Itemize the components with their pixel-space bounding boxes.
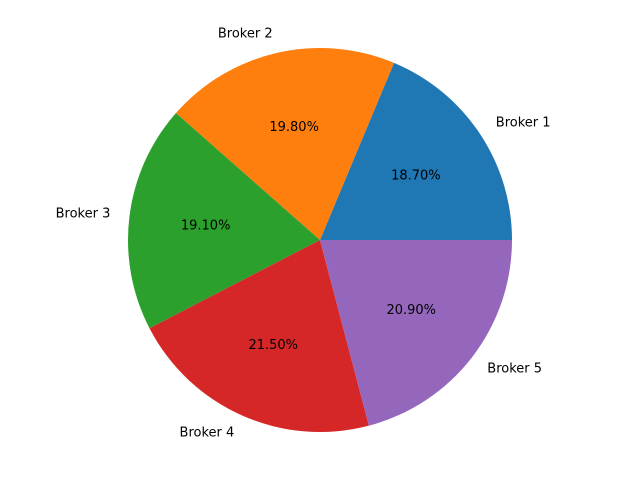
pie-category-label-broker-1: Broker 1 (496, 115, 551, 130)
pie-pct-label-broker-1: 18.70% (391, 169, 441, 184)
pie-slice-broker-5 (320, 240, 512, 426)
pie-category-label-broker-3: Broker 3 (56, 207, 111, 222)
pie-labels: 18.70% Broker 1 19.80% Broker 2 19.10% Broker… (56, 27, 551, 441)
pie-slice-broker-2 (175, 47, 395, 240)
pie-pct-label-broker-4: 21.50% (248, 338, 298, 353)
pie-category-label-broker-5: Broker 5 (487, 361, 542, 376)
pie-pct-label-broker-5: 20.90% (386, 303, 436, 318)
pie-category-label-broker-4: Broker 4 (180, 426, 235, 441)
pie-slice-broker-3 (127, 113, 320, 329)
pie-slices (127, 47, 512, 432)
pie-category-label-broker-2: Broker 2 (218, 27, 273, 42)
pie-pct-label-broker-2: 19.80% (269, 120, 319, 135)
pie-slice-broker-4 (149, 240, 369, 432)
pie-slice-broker-1 (320, 62, 512, 240)
pie-pct-label-broker-3: 19.10% (181, 218, 231, 233)
